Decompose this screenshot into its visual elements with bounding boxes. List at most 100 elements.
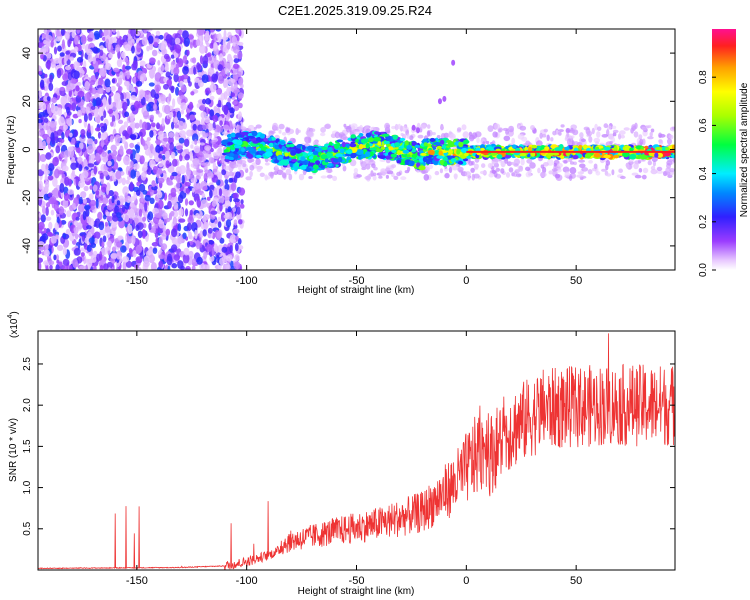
chart-title: C2E1.2025.319.09.25.R24 bbox=[278, 3, 432, 18]
noise-blob bbox=[210, 210, 218, 215]
haze-blob bbox=[448, 166, 453, 173]
haze-blob bbox=[526, 158, 533, 164]
noise-blob bbox=[129, 142, 135, 149]
noise-blob bbox=[218, 194, 225, 204]
noise-blob bbox=[38, 152, 41, 163]
noise-blob bbox=[223, 91, 228, 100]
haze-blob bbox=[495, 167, 501, 172]
noise-blob bbox=[77, 156, 83, 164]
noise-blob bbox=[191, 170, 197, 176]
noise-blob bbox=[147, 211, 154, 221]
noise-blob bbox=[111, 246, 117, 252]
noise-blob bbox=[239, 203, 245, 209]
noise-blob bbox=[120, 245, 127, 253]
noise-blob bbox=[233, 219, 238, 226]
noise-blob bbox=[155, 144, 161, 154]
noise-blob bbox=[204, 115, 211, 124]
haze-blob bbox=[595, 171, 601, 176]
haze-blob bbox=[266, 176, 271, 180]
noise-blob bbox=[158, 236, 163, 246]
haze-blob bbox=[612, 129, 619, 134]
signal-blob bbox=[447, 141, 456, 148]
noise-blob bbox=[135, 152, 140, 162]
noise-blob bbox=[133, 100, 140, 110]
noise-blob bbox=[115, 44, 121, 53]
noise-blob bbox=[150, 114, 155, 121]
noise-blob bbox=[145, 93, 149, 102]
noise-blob bbox=[110, 144, 117, 152]
haze-blob bbox=[642, 167, 649, 174]
noise-blob bbox=[217, 75, 225, 84]
noise-blob bbox=[176, 110, 182, 121]
haze-blob bbox=[540, 164, 545, 169]
noise-blob bbox=[90, 79, 96, 86]
haze-blob bbox=[268, 130, 274, 137]
noise-blob bbox=[209, 29, 215, 33]
haze-blob bbox=[385, 167, 391, 172]
noise-blob bbox=[86, 244, 92, 252]
signal-blob bbox=[594, 146, 599, 150]
noise-blob bbox=[155, 139, 162, 145]
noise-blob bbox=[61, 132, 65, 140]
noise-blob bbox=[220, 212, 226, 222]
noise-blob bbox=[188, 200, 194, 206]
noise-blob bbox=[38, 89, 42, 99]
signal-blob bbox=[224, 155, 230, 160]
haze-blob bbox=[223, 124, 230, 131]
noise-blob bbox=[204, 36, 210, 41]
noise-blob bbox=[110, 121, 114, 127]
noise-blob bbox=[115, 170, 122, 180]
noise-blob bbox=[59, 52, 65, 57]
noise-blob bbox=[75, 81, 82, 87]
noise-blob bbox=[96, 60, 102, 65]
noise-blob bbox=[173, 239, 177, 245]
noise-blob bbox=[124, 213, 130, 223]
noise-blob bbox=[44, 73, 48, 78]
haze-blob bbox=[638, 134, 643, 140]
haze-blob bbox=[453, 173, 458, 180]
noise-blob bbox=[238, 102, 243, 109]
haze-blob bbox=[586, 130, 593, 137]
noise-blob bbox=[84, 92, 90, 103]
noise-blob bbox=[117, 119, 124, 125]
noise-blob bbox=[179, 130, 186, 137]
haze-blob bbox=[324, 123, 331, 130]
noise-blob bbox=[189, 151, 194, 161]
noise-blob bbox=[176, 145, 184, 150]
noise-blob bbox=[172, 110, 176, 118]
noise-blob bbox=[103, 144, 108, 151]
haze-blob bbox=[525, 171, 532, 178]
noise-blob bbox=[145, 90, 150, 95]
haze-blob bbox=[245, 176, 252, 181]
noise-blob bbox=[44, 249, 50, 257]
noise-blob bbox=[59, 183, 65, 193]
haze-blob bbox=[638, 168, 643, 173]
noise-blob bbox=[138, 131, 143, 137]
noise-blob bbox=[87, 29, 94, 32]
noise-blob bbox=[211, 200, 217, 207]
noise-blob bbox=[159, 146, 164, 152]
signal-blob bbox=[333, 143, 340, 150]
noise-blob bbox=[124, 202, 130, 210]
haze-blob bbox=[210, 139, 217, 145]
noise-blob bbox=[205, 98, 212, 105]
noise-blob bbox=[221, 246, 228, 253]
noise-blob bbox=[178, 208, 184, 217]
noise-blob bbox=[99, 264, 104, 270]
noise-blob bbox=[158, 260, 164, 269]
haze-blob bbox=[552, 130, 557, 136]
noise-blob bbox=[136, 42, 142, 53]
haze-blob bbox=[444, 172, 450, 179]
noise-blob bbox=[187, 241, 190, 248]
haze-blob bbox=[255, 124, 262, 129]
noise-blob bbox=[45, 206, 49, 216]
noise-blob bbox=[189, 42, 193, 49]
noise-blob bbox=[86, 225, 92, 230]
noise-blob bbox=[185, 148, 189, 153]
noise-blob bbox=[99, 49, 104, 56]
noise-blob bbox=[66, 85, 72, 92]
noise-blob bbox=[223, 107, 229, 116]
noise-blob bbox=[86, 48, 93, 56]
noise-blob bbox=[85, 208, 90, 217]
noise-blob bbox=[38, 139, 43, 149]
